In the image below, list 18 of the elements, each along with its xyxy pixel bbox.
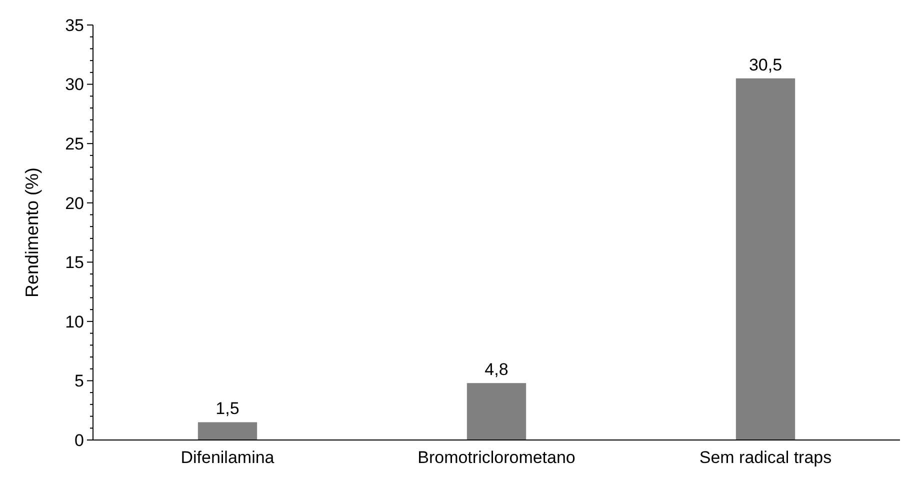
- data-label: 30,5: [748, 55, 782, 74]
- y-tick-label: 30: [65, 75, 84, 94]
- y-tick-label: 15: [65, 253, 84, 272]
- y-tick-label: 10: [65, 312, 84, 332]
- y-tick-label: 0: [74, 430, 84, 450]
- y-tick-label: 5: [74, 372, 84, 391]
- bar: [736, 78, 796, 440]
- y-tick-label: 20: [65, 194, 84, 213]
- data-label: 4,8: [484, 360, 508, 380]
- data-label: 1,5: [216, 399, 240, 418]
- y-axis-title: Rendimento (%): [22, 167, 42, 298]
- bar: [198, 422, 258, 440]
- x-tick-label: Sem radical traps: [699, 448, 832, 467]
- x-tick-label: Difenilamina: [180, 448, 275, 467]
- bar: [466, 383, 526, 440]
- y-tick-label: 35: [65, 16, 84, 35]
- y-tick-label: 25: [65, 134, 84, 154]
- x-tick-label: Bromotriclorometano: [418, 448, 576, 467]
